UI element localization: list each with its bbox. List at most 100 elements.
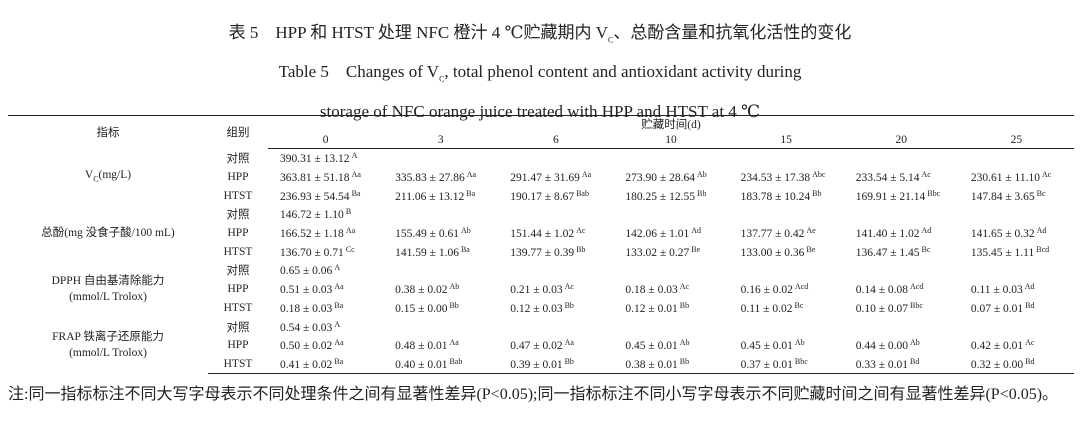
value: 0.44 ± 0.00: [855, 340, 909, 353]
cell: [959, 205, 1074, 224]
cell: 273.90 ± 28.64 Ab: [613, 168, 728, 187]
value: 155.49 ± 0.61: [395, 228, 459, 241]
text: V: [84, 168, 94, 181]
cell: 139.77 ± 0.39 Bb: [498, 242, 613, 261]
value: 0.37 ± 0.01: [740, 358, 793, 371]
letters: Ab: [910, 338, 920, 348]
letters: Bc: [794, 300, 804, 310]
value: 0.32 ± 0.00: [970, 358, 1024, 371]
letters: Be: [806, 244, 816, 254]
cell: [498, 261, 613, 280]
cell: 135.45 ± 1.11 Bcd: [959, 242, 1074, 261]
group: HPP: [227, 339, 249, 352]
row: DPPH 自由基清除能力 (mmol/L Trolox) 对照 0.65 ± 0.06…: [8, 261, 1074, 303]
text: C: [93, 173, 99, 183]
cell: 211.06 ± 13.12 Ba: [383, 186, 498, 205]
row: HTST 0.41 ± 0.02 Ba 0.40 ± 0.01 Bab 0.39 ± 0.…: [8, 354, 1074, 375]
group: HTST: [208, 354, 268, 375]
cell: 0.18 ± 0.03 Ba: [268, 299, 383, 318]
cell: [498, 317, 613, 336]
value: 139.77 ± 0.39: [510, 246, 575, 259]
value: 236.93 ± 54.54: [280, 190, 350, 203]
row: VC(mg/L) 对照 390.31 ± 13.12 A: [8, 149, 1074, 183]
cell: 136.70 ± 0.71 Cc: [268, 242, 383, 261]
value: 234.53 ± 17.38: [740, 172, 811, 185]
cell: 0.38 ± 0.01 Bb: [613, 354, 729, 375]
note: 注:同一指标标注不同大写字母表示不同处理条件之间有显著性差异(P<0.05);同…: [8, 386, 1059, 403]
letters: Acd: [794, 282, 809, 292]
header: 组别: [208, 115, 268, 149]
cell: 141.65 ± 0.32 Ad: [959, 224, 1074, 243]
group: HTST: [223, 245, 253, 258]
letters: Bbc: [794, 356, 808, 366]
letters: Bd: [1025, 300, 1035, 310]
indicator: 总酚(mg 没食子酸/100 mL): [8, 205, 208, 261]
cell: 0.50 ± 0.02 Aa: [268, 336, 383, 355]
cell: 363.81 ± 51.18 Aa: [268, 168, 383, 187]
letters: Ac: [679, 282, 690, 292]
value: 0.21 ± 0.03: [510, 284, 563, 297]
cell: 133.00 ± 0.36 Be: [729, 242, 844, 261]
value: 0.39 ± 0.01: [510, 358, 563, 371]
text: 总酚(mg 没食子酸/100 mL): [41, 227, 175, 240]
cell: 233.54 ± 5.14 Ac: [844, 168, 959, 187]
value: 0.45 ± 0.01: [740, 340, 793, 353]
day: 10: [613, 132, 729, 149]
letters: Bb: [679, 300, 690, 310]
letters: Ad: [1024, 282, 1035, 292]
value: 180.25 ± 12.55: [625, 190, 695, 203]
cell: 155.49 ± 0.61 Ab: [383, 224, 498, 243]
cell: 166.52 ± 1.18 Aa: [268, 224, 383, 243]
cell: 0.65 ± 0.06 A: [268, 261, 383, 280]
cell: 169.91 ± 21.14 Bbc: [844, 186, 959, 205]
letters: Bc: [1036, 188, 1046, 198]
letters: Bb: [449, 300, 459, 310]
cell: 0.42 ± 0.01 Ac: [959, 336, 1074, 355]
cell: [844, 261, 959, 280]
letters: Ac: [921, 170, 931, 180]
cell: [383, 205, 498, 224]
value: 0.38 ± 0.01: [625, 358, 678, 371]
letters: Bd: [910, 356, 920, 366]
value: 0.40 ± 0.01: [395, 358, 448, 371]
cell: 0.33 ± 0.01 Bd: [843, 354, 959, 375]
cell: [844, 205, 959, 224]
letters: Aa: [581, 170, 592, 180]
letters: Ab: [794, 338, 805, 348]
row: HPP 363.81 ± 51.18 Aa 335.83 ± 27.86 Aa 291.4…: [8, 168, 1074, 187]
value: 0.15 ± 0.00: [395, 302, 448, 315]
row: HPP 166.52 ± 1.18 Aa 155.49 ± 0.61 Ab 151.44 …: [8, 224, 1074, 243]
value: 137.77 ± 0.42: [740, 228, 805, 241]
value: 0.41 ± 0.02: [280, 358, 333, 371]
cell: 0.21 ± 0.03 Ac: [498, 280, 613, 299]
letters: Aa: [345, 226, 356, 236]
value: 0.33 ± 0.01: [855, 358, 909, 371]
group: HPP: [227, 283, 249, 296]
cell: 0.37 ± 0.01 Bbc: [728, 354, 844, 375]
day: 25: [958, 132, 1074, 149]
title-en: Table 5 Changes of VC, total phenol cont…: [0, 56, 1080, 95]
letters: Ab: [460, 226, 471, 236]
cell: [959, 149, 1074, 168]
value: 211.06 ± 13.12: [395, 190, 465, 203]
letters: Aa: [334, 338, 344, 348]
value: 0.11 ± 0.03: [970, 284, 1023, 297]
value: 166.52 ± 1.18: [280, 228, 344, 241]
cell: 0.12 ± 0.01 Bb: [613, 299, 728, 318]
value: 147.84 ± 3.65: [970, 190, 1035, 203]
cell: 0.07 ± 0.01 Bd: [959, 299, 1074, 318]
cell: [613, 261, 728, 280]
cell: [498, 205, 613, 224]
letters: Ac: [1041, 170, 1052, 180]
header: 贮藏时间(d): [268, 115, 1074, 132]
group: 对照: [226, 265, 250, 278]
row: 总酚(mg 没食子酸/100 mL) 对照 146.72 ± 1.10 B: [8, 205, 1074, 239]
value: 0.42 ± 0.01: [970, 340, 1024, 353]
value: 190.17 ± 8.67: [510, 190, 575, 203]
cell: 0.51 ± 0.03 Aa: [268, 280, 383, 299]
value: 0.18 ± 0.03: [625, 284, 678, 297]
cell: 0.15 ± 0.00 Bb: [383, 299, 498, 318]
value: 183.78 ± 10.24: [740, 190, 811, 203]
letters: Bc: [921, 244, 931, 254]
letters: A: [351, 151, 358, 161]
